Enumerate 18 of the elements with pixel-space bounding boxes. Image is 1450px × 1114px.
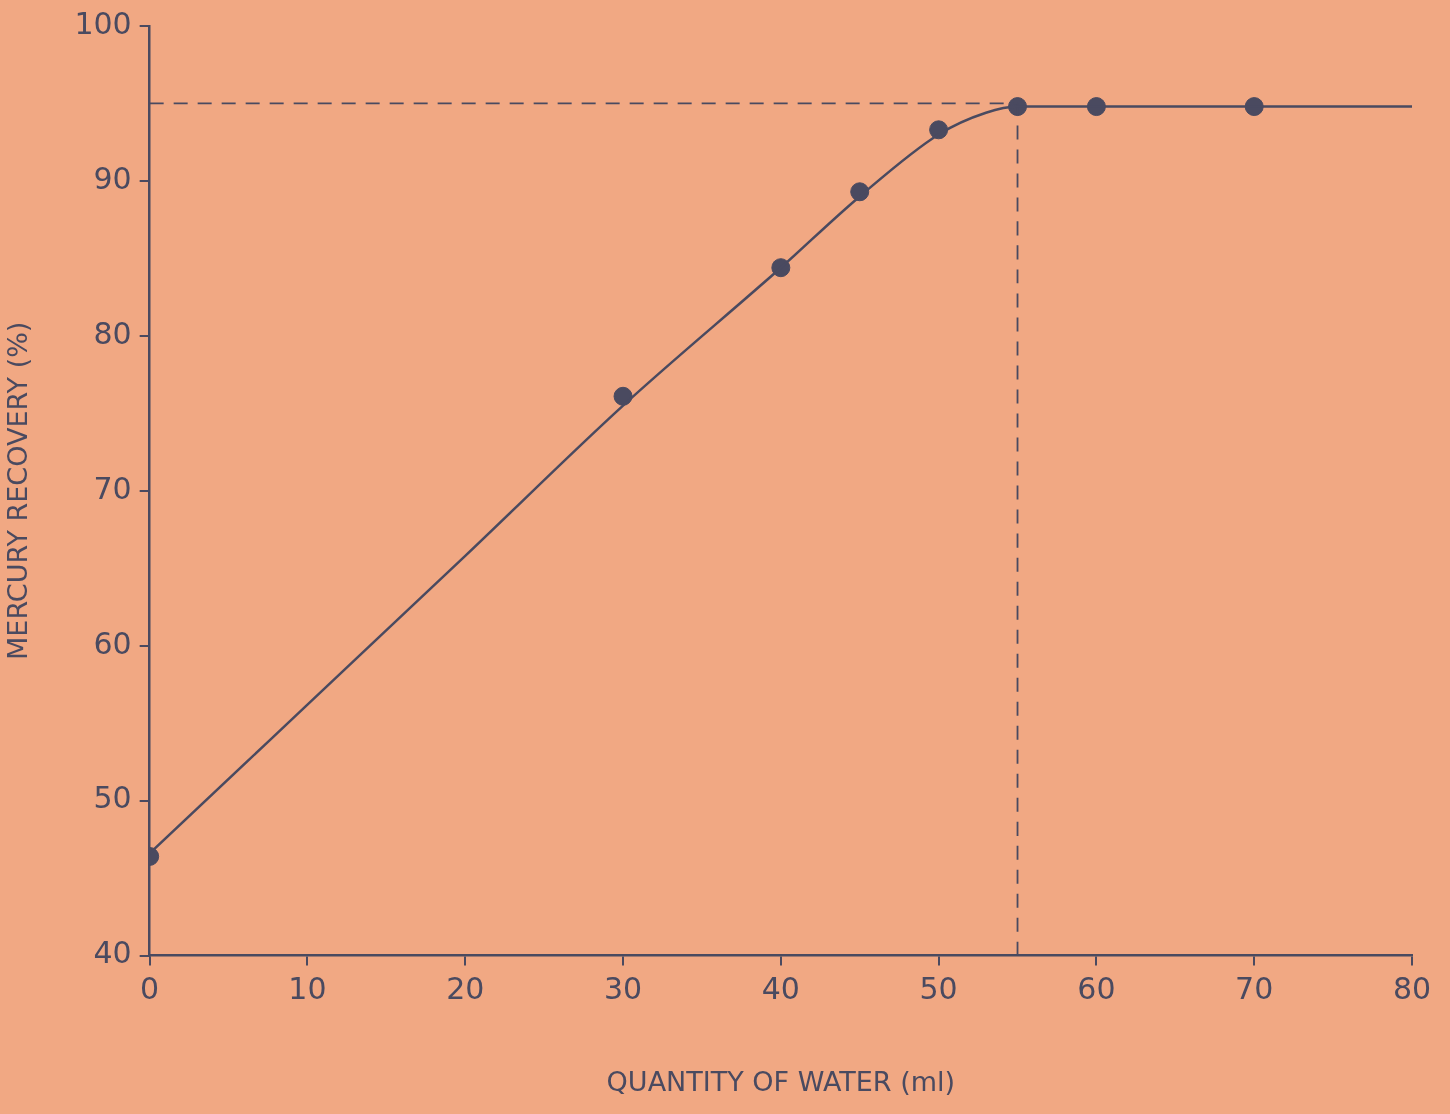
y-tick-label: 90 [93,160,132,196]
y-axis-title: MERCURY RECOVERY (%) [2,321,34,660]
x-tick-label: 10 [288,971,327,1007]
y-tick-label: 40 [93,935,132,971]
y-tick-label: 70 [93,470,132,506]
x-tick-label: 20 [446,971,485,1007]
y-tick-label: 50 [93,780,132,816]
x-tick-label: 60 [1077,971,1116,1007]
y-tick-label: 60 [93,625,132,661]
x-tick-label: 40 [761,971,800,1007]
x-tick-label: 0 [140,971,160,1007]
y-tick-label: 100 [74,5,132,41]
y-tick-label: 80 [93,315,132,351]
x-tick-label: 30 [603,971,643,1007]
x-axis-title: QUANTITY OF WATER (ml) [606,1065,956,1097]
x-tick-label: 50 [919,971,958,1007]
x-tick-label: 70 [1235,971,1274,1007]
x-tick-label: 80 [1392,971,1432,1007]
